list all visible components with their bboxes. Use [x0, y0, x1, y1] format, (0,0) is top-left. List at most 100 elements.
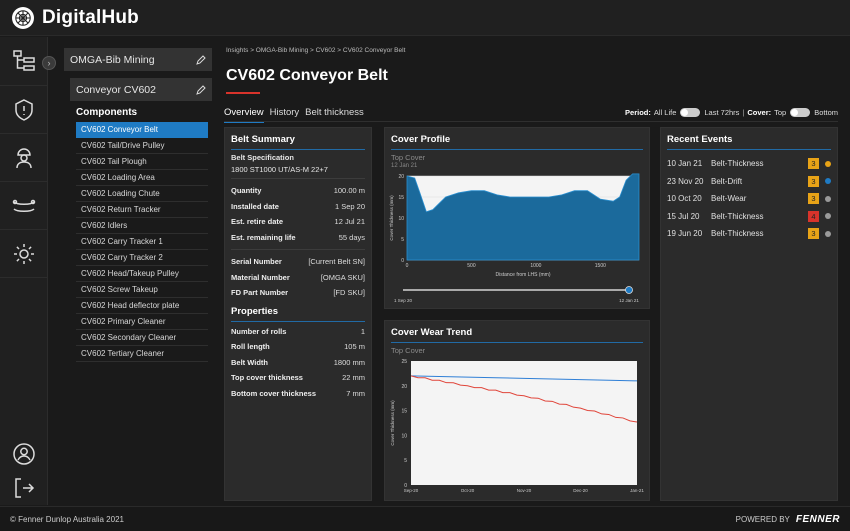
nav-logout[interactable]	[0, 471, 48, 505]
event-row[interactable]: 15 Jul 20 Belt-Thickness 4	[661, 208, 837, 226]
component-item[interactable]: CV602 Conveyor Belt	[76, 122, 208, 138]
cover-wear-title: Cover Wear Trend	[391, 327, 473, 338]
event-date: 19 Jun 20	[667, 229, 703, 239]
hierarchy-icon	[13, 50, 35, 71]
tab-divider	[224, 121, 838, 122]
nav-profile[interactable]	[0, 437, 48, 471]
cover-label: Cover:	[747, 108, 772, 117]
logout-icon	[15, 478, 35, 498]
event-count-badge: 3	[808, 158, 819, 170]
nav-conveyor[interactable]	[0, 182, 48, 230]
cover-toggle[interactable]	[790, 108, 811, 117]
event-count-badge: 3	[808, 228, 819, 240]
copyright-text: © Fenner Dunlop Australia 2021	[10, 514, 124, 524]
fenner-logo: FENNER	[795, 513, 840, 525]
site-selector[interactable]: OMGA-Bib Mining	[64, 48, 212, 71]
summary-row: Number of rolls 1	[225, 324, 371, 340]
nav-workers[interactable]	[0, 134, 48, 182]
shield-alert-icon	[15, 98, 33, 121]
cover-wear-subtitle: Top Cover	[391, 346, 426, 355]
component-item[interactable]: CV602 Carry Tracker 2	[76, 250, 208, 266]
summary-row: Est. remaining life 55 days	[225, 230, 371, 246]
period-last-72hrs[interactable]: Last 72hrs	[704, 108, 740, 117]
belt-spec-value: 1800 ST1000 UT/AS-M 22+7	[231, 165, 328, 174]
cover-profile-card: Cover Profile Top Cover 12 Jan 21 0 5 10 15…	[384, 127, 650, 309]
cover-wear-card: Cover Wear Trend Top Cover 0 5 10 15 20 25 Sep…	[384, 320, 650, 501]
breadcrumb[interactable]: Insights > OMGA-Bib Mining > CV602 > CV6…	[226, 47, 406, 54]
gear-icon	[14, 243, 34, 264]
event-type: Belt-Wear	[711, 194, 747, 204]
summary-key: Number of rolls	[231, 326, 287, 336]
y-tick-label: 15	[401, 409, 407, 415]
nav-alerts[interactable]	[0, 86, 48, 134]
component-item[interactable]: CV602 Loading Area	[76, 170, 208, 186]
tab-overview[interactable]: Overview	[224, 107, 264, 123]
y-tick-label: 20	[401, 384, 407, 390]
site-name: OMGA-Bib Mining	[70, 53, 155, 66]
x-axis-label: Distance from LHS (mm)	[495, 272, 550, 278]
event-row[interactable]: 10 Jan 21 Belt-Thickness 3	[661, 155, 837, 173]
components-heading: Components	[76, 107, 138, 118]
component-item[interactable]: CV602 Carry Tracker 1	[76, 234, 208, 250]
event-date: 23 Nov 20	[667, 176, 704, 186]
component-item[interactable]: CV602 Return Tracker	[76, 202, 208, 218]
summary-key: Est. retire date	[231, 217, 284, 227]
event-type: Belt-Thickness	[711, 159, 764, 169]
conveyor-name: Conveyor CV602	[76, 83, 156, 96]
component-item[interactable]: CV602 Tail Plough	[76, 154, 208, 170]
summary-row: Quantity 100.00 m	[225, 183, 371, 199]
collapse-sidebar-button[interactable]: ›	[42, 56, 56, 70]
x-tick-label: 0	[406, 263, 409, 269]
summary-key: Installed date	[231, 201, 279, 211]
component-item[interactable]: CV602 Head deflector plate	[76, 298, 208, 314]
event-status-dot	[825, 195, 831, 202]
event-row[interactable]: 19 Jun 20 Belt-Thickness 3	[661, 225, 837, 243]
summary-row: Roll length 105 m	[225, 339, 371, 355]
nav-hierarchy[interactable]	[0, 37, 48, 86]
summary-row: Bottom cover thickness 7 mm	[225, 386, 371, 402]
component-item[interactable]: CV602 Idlers	[76, 218, 208, 234]
summary-divider	[231, 249, 365, 250]
event-status-dot	[825, 230, 831, 237]
event-date: 10 Jan 21	[667, 159, 703, 169]
edit-icon[interactable]	[196, 84, 206, 95]
summary-key: Quantity	[231, 186, 262, 196]
component-item[interactable]: CV602 Primary Cleaner	[76, 314, 208, 330]
component-item[interactable]: CV602 Tail/Drive Pulley	[76, 138, 208, 154]
edit-icon[interactable]	[196, 54, 206, 65]
top-header: DigitalHub	[0, 0, 850, 36]
component-item[interactable]: CV602 Screw Takeup	[76, 282, 208, 298]
belt-spec: Belt Specification 1800 ST1000 UT/AS-M 2…	[225, 150, 371, 174]
component-item[interactable]: CV602 Head/Takeup Pulley	[76, 266, 208, 282]
summary-row: Serial Number [Current Belt SN]	[225, 254, 371, 270]
component-item[interactable]: CV602 Loading Chute	[76, 186, 208, 202]
event-row[interactable]: 10 Oct 20 Belt-Wear 3	[661, 190, 837, 208]
main-content: Insights > OMGA-Bib Mining > CV602 > CV6…	[216, 37, 850, 505]
tab-history[interactable]: History	[269, 107, 300, 118]
cover-top[interactable]: Top	[774, 108, 787, 117]
cover-profile-title: Cover Profile	[391, 134, 451, 145]
summary-value: 100.00 m	[333, 186, 365, 196]
summary-value: [Current Belt SN]	[308, 257, 365, 267]
summary-value: 105 m	[344, 342, 365, 352]
period-toggle[interactable]	[680, 108, 701, 117]
wear-series-line	[410, 375, 638, 382]
tab-belt-thickness[interactable]: Belt thickness	[305, 107, 364, 118]
period-all-life[interactable]: All Life	[653, 108, 677, 117]
card-title-rule	[231, 320, 365, 322]
conveyor-selector[interactable]: Conveyor CV602	[70, 78, 212, 101]
cover-profile-subtitle: Top Cover	[391, 153, 426, 162]
title-accent-bar	[226, 92, 260, 94]
event-count-badge: 3	[808, 193, 819, 205]
y-tick-label: 25	[401, 359, 407, 365]
component-item[interactable]: CV602 Secondary Cleaner	[76, 330, 208, 346]
filter-separator: |	[742, 108, 745, 117]
nav-settings[interactable]	[0, 230, 48, 278]
card-title-rule	[667, 149, 831, 150]
component-tree: OMGA-Bib Mining Conveyor CV602 Component…	[56, 37, 214, 505]
event-row[interactable]: 23 Nov 20 Belt-Drift 3	[661, 173, 837, 191]
summary-value: [OMGA SKU]	[320, 272, 365, 282]
cover-bottom[interactable]: Bottom	[814, 108, 838, 117]
event-status-dot	[825, 213, 831, 220]
component-item[interactable]: CV602 Tertiary Cleaner	[76, 346, 208, 362]
